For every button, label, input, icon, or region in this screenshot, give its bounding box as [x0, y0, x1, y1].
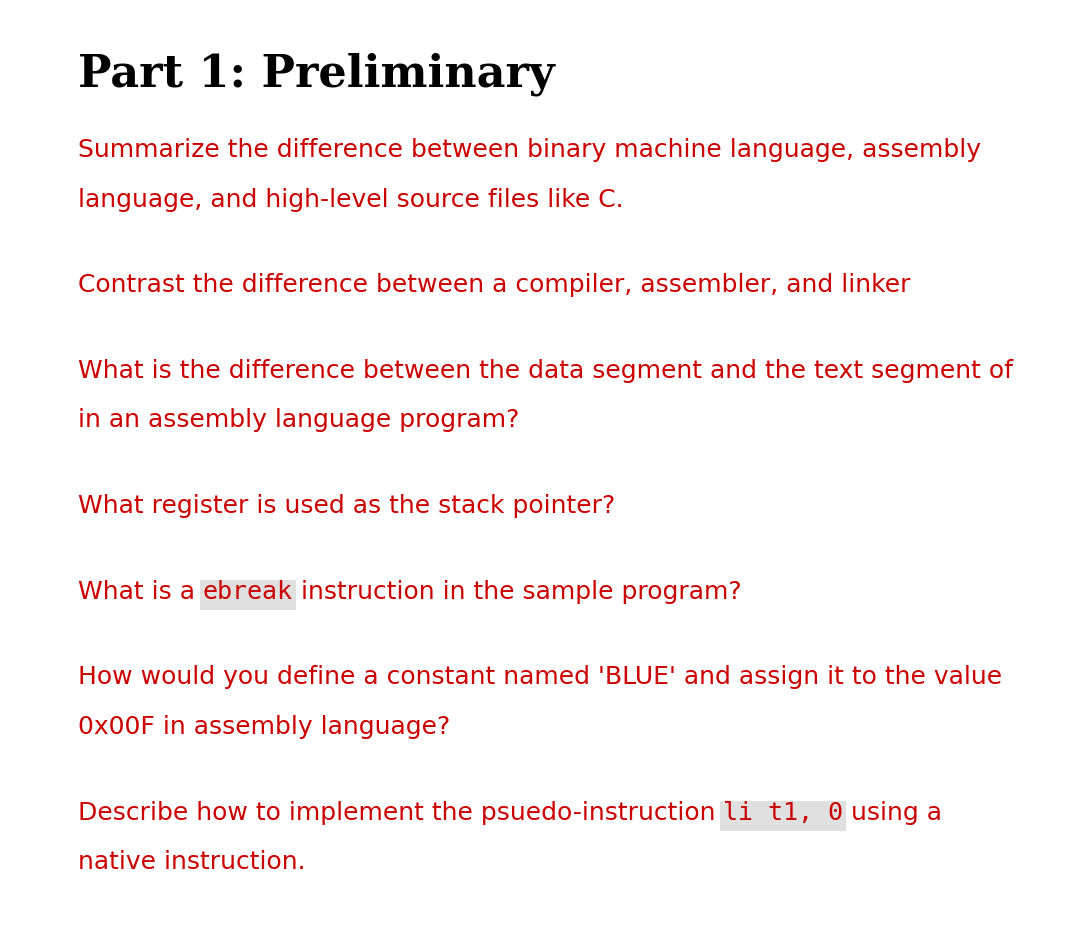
- Text: Summarize the difference between binary machine language, assembly: Summarize the difference between binary …: [78, 138, 981, 162]
- Text: ebreak: ebreak: [203, 580, 293, 604]
- Text: What is a: What is a: [78, 580, 203, 604]
- Bar: [720, 801, 847, 831]
- Text: language, and high-level source files like C.: language, and high-level source files li…: [78, 188, 623, 211]
- Text: What is the difference between the data segment and the text segment of: What is the difference between the data …: [78, 359, 1013, 383]
- Text: in an assembly language program?: in an assembly language program?: [78, 408, 519, 432]
- Text: using a: using a: [843, 801, 942, 824]
- Text: native instruction.: native instruction.: [78, 850, 306, 874]
- Text: Contrast the difference between a compiler, assembler, and linker: Contrast the difference between a compil…: [78, 273, 910, 297]
- Text: instruction in the sample program?: instruction in the sample program?: [293, 580, 741, 604]
- Text: Describe how to implement the psuedo-instruction: Describe how to implement the psuedo-ins…: [78, 801, 724, 824]
- Text: li t1, 0: li t1, 0: [724, 801, 843, 824]
- Bar: [200, 580, 296, 610]
- Text: Part 1: Preliminary: Part 1: Preliminary: [78, 52, 554, 96]
- Text: What register is used as the stack pointer?: What register is used as the stack point…: [78, 494, 615, 518]
- Text: How would you define a constant named 'BLUE' and assign it to the value: How would you define a constant named 'B…: [78, 665, 1002, 689]
- Text: 0x00F in assembly language?: 0x00F in assembly language?: [78, 715, 450, 739]
